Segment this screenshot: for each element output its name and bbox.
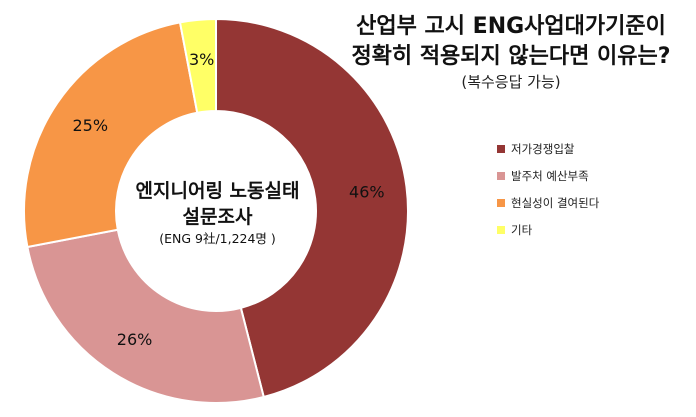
legend-item: 저가경쟁입찰 xyxy=(497,135,599,162)
chart-title-line-1: 산업부 고시 ENG사업대가기준이 xyxy=(356,14,666,39)
slice-value-label: 46% xyxy=(349,182,385,201)
legend-item: 기타 xyxy=(497,216,599,243)
legend-label: 기타 xyxy=(511,222,533,237)
donut-slice xyxy=(23,21,199,249)
slice-value-label: 26% xyxy=(117,330,153,349)
slice-value-label: 25% xyxy=(73,116,109,135)
legend-item: 발주처 예산부족 xyxy=(497,162,599,189)
legend-swatch xyxy=(497,225,505,234)
legend-label: 저가경쟁입찰 xyxy=(511,141,575,156)
legend-label: 현실성이 결여된다 xyxy=(511,195,600,210)
donut-slice xyxy=(215,17,409,399)
donut-center-label: 엔지니어링 노동실태 설문조사 (ENG 9社/1,224명 ) xyxy=(110,178,325,248)
legend-label: 발주처 예산부족 xyxy=(511,168,589,183)
chart-title-line-2: 정확히 적용되지 않는다면 이유는? xyxy=(351,44,671,69)
legend-swatch xyxy=(497,144,505,153)
center-label-line-2: 설문조사 xyxy=(182,206,253,228)
legend-item: 현실성이 결여된다 xyxy=(497,189,599,216)
donut-slice xyxy=(26,228,265,404)
chart-title-block: 산업부 고시 ENG사업대가기준이 정확히 적용되지 않는다면 이유는? (복수… xyxy=(330,12,692,92)
chart-subtitle: (복수응답 가능) xyxy=(461,73,561,91)
legend-swatch xyxy=(497,198,505,207)
slice-value-label: 3% xyxy=(189,50,214,69)
center-sublabel: (ENG 9社/1,224명 ) xyxy=(159,231,276,246)
donut-slice xyxy=(178,17,217,114)
legend-swatch xyxy=(497,171,505,180)
chart-legend: 저가경쟁입찰 발주처 예산부족 현실성이 결여된다 기타 xyxy=(497,135,599,243)
center-label-line-1: 엔지니어링 노동실태 xyxy=(135,180,300,202)
